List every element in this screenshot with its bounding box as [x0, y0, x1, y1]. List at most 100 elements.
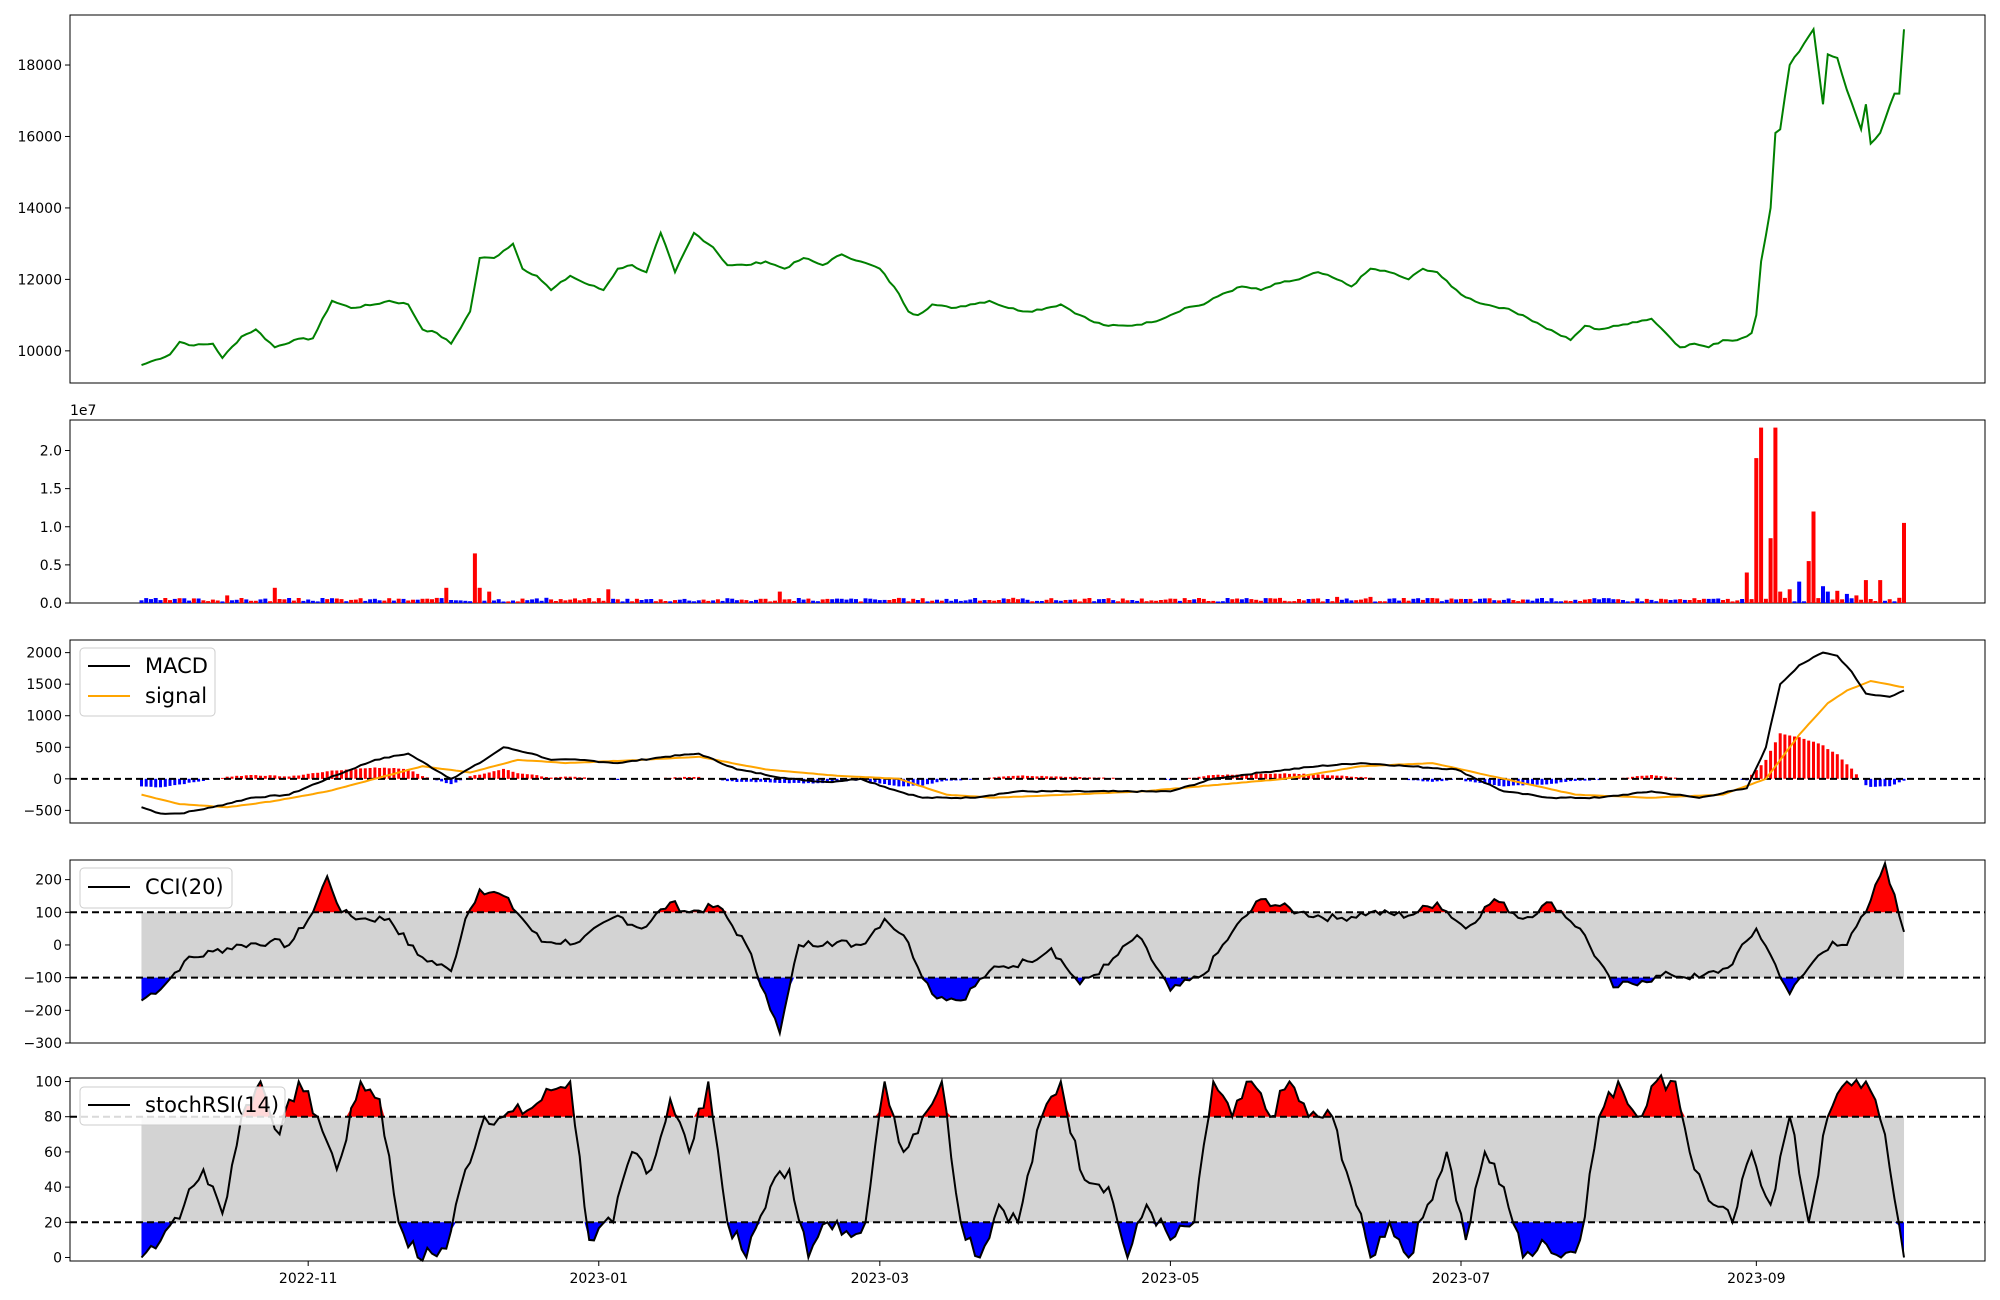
macd-histogram-bar	[297, 775, 301, 779]
macd-histogram-bar	[892, 778, 896, 786]
macd-histogram-bar	[1583, 778, 1587, 781]
macd-histogram-bar	[1440, 778, 1444, 782]
panel-stochrsi: 0 20 40 60 80 100 stochRSI(14) 2022-11 2023-01…	[35, 1073, 1986, 1287]
volume-bar	[768, 601, 773, 603]
y-tick-label: −100	[24, 971, 62, 987]
volume-bar	[1454, 599, 1459, 603]
macd-histogram-bar	[1888, 778, 1892, 787]
volume-bar	[1411, 598, 1416, 603]
volume-bar	[987, 600, 992, 603]
volume-bar	[263, 598, 268, 603]
volume-bar	[277, 599, 282, 603]
volume-bar	[935, 599, 939, 603]
volume-bar	[1459, 598, 1463, 603]
volume-bar	[920, 598, 925, 603]
macd-histogram-bar	[1845, 764, 1849, 779]
macd-histogram-bar	[744, 778, 748, 782]
macd-histogram-bar	[1793, 736, 1796, 779]
y-tick-label: 500	[35, 740, 62, 756]
macd-histogram-bar	[1831, 751, 1835, 779]
volume-bar	[530, 599, 535, 603]
macd-histogram-bar	[1197, 776, 1201, 779]
macd-histogram-bar	[173, 778, 177, 786]
volume-bar	[849, 598, 854, 603]
volume-bar	[1016, 599, 1020, 603]
panel-volume-plot	[139, 427, 1906, 604]
volume-bar	[1654, 601, 1659, 603]
volume-bar	[234, 599, 239, 603]
macd-histogram-bar	[754, 778, 758, 783]
volume-bar	[1125, 600, 1130, 603]
macd-histogram-bar	[1645, 775, 1649, 779]
volume-bar	[1887, 599, 1892, 603]
macd-histogram-bar	[1249, 774, 1253, 779]
macd-histogram-bar	[1788, 735, 1792, 779]
volume-bar	[1825, 591, 1830, 603]
volume-bar	[1030, 601, 1035, 603]
macd-histogram-bar	[764, 778, 767, 783]
volume-bar	[1649, 599, 1654, 603]
volume-bar	[230, 600, 234, 603]
macd-histogram-bar	[1759, 765, 1763, 779]
macd-histogram-bar	[244, 775, 248, 779]
macd-legend-label: MACD	[145, 654, 208, 678]
macd-histogram-bar	[883, 778, 887, 784]
volume-bar	[1492, 600, 1497, 603]
volume-bar	[1501, 599, 1506, 603]
stochrsi-legend-label: stochRSI(14)	[145, 1093, 279, 1117]
volume-bar	[1258, 600, 1263, 603]
macd-histogram-bar	[235, 775, 239, 779]
volume-bar	[996, 600, 1001, 603]
volume-bar	[1487, 598, 1492, 603]
stochrsi-legend: stochRSI(14)	[79, 1086, 286, 1126]
volume-bar	[1516, 601, 1521, 603]
volume-bar	[225, 595, 230, 603]
volume-bar	[1263, 598, 1268, 603]
macd-histogram-bar	[421, 776, 424, 779]
macd-histogram-bar	[997, 776, 1001, 779]
volume-bar	[1892, 601, 1897, 603]
macd-histogram-bar	[278, 776, 282, 779]
macd-histogram-bar	[1435, 778, 1439, 782]
macd-histogram-bar	[1573, 778, 1577, 781]
volume-bar	[1349, 600, 1354, 603]
volume-bar	[1463, 599, 1468, 603]
y-tick-label: 0.0	[40, 596, 62, 612]
volume-bar	[1168, 598, 1173, 603]
volume-bar	[1378, 601, 1382, 603]
volume-bar	[1573, 599, 1578, 603]
volume-bar	[477, 587, 482, 604]
volume-bar	[653, 601, 658, 603]
volume-bar	[1787, 589, 1792, 603]
macd-histogram-bar	[163, 778, 167, 787]
macd-histogram-bar	[797, 778, 801, 783]
volume-bar	[830, 599, 835, 603]
volume-bar	[973, 598, 978, 603]
stochrsi-oversold-fill	[141, 1222, 1905, 1261]
volume-bar	[401, 598, 406, 603]
volume-bar	[844, 599, 849, 603]
macd-histogram-bar	[259, 775, 262, 779]
volume-bar	[191, 598, 196, 603]
macd-histogram-bar	[359, 768, 363, 779]
volume-bar	[1711, 598, 1716, 603]
volume-bar	[358, 598, 363, 603]
macd-histogram-bar	[140, 778, 143, 787]
volume-bar	[1292, 601, 1297, 603]
macd-histogram-bar	[1430, 778, 1434, 782]
macd-histogram-bar	[249, 775, 253, 779]
volume-bar	[725, 598, 730, 603]
volume-bar	[258, 599, 263, 603]
macd-histogram-bar	[382, 767, 386, 779]
macd-histogram-bar	[1311, 774, 1315, 779]
volume-bar	[1082, 598, 1087, 603]
volume-bar	[915, 600, 920, 603]
macd-legend: MACD signal	[79, 647, 216, 717]
volume-bar	[692, 601, 696, 603]
macd-histogram-bar	[1407, 778, 1411, 781]
volume-bar	[1387, 598, 1392, 603]
macd-histogram-bar	[506, 770, 510, 779]
volume-bar	[411, 599, 415, 603]
price-line	[141, 26, 1905, 367]
